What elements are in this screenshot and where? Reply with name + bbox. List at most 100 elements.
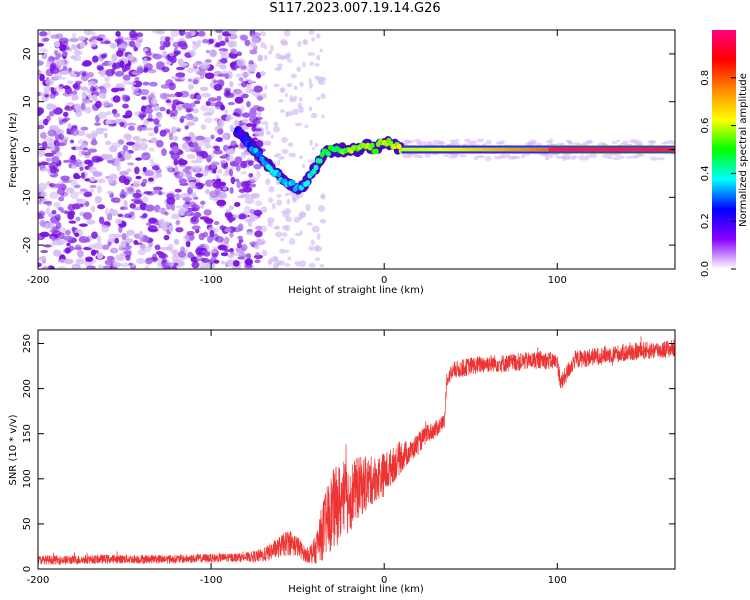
- noise-cell: [152, 53, 163, 60]
- noise-cell: [49, 191, 59, 200]
- noise-cell: [241, 118, 249, 124]
- noise-cell: [43, 265, 49, 269]
- noise-cell: [163, 128, 171, 134]
- ridge-segment: [522, 148, 527, 151]
- x-tick-label: -100: [200, 575, 223, 586]
- noise-cell: [111, 53, 118, 62]
- noise-cell: [72, 83, 79, 89]
- noise-cell: [283, 249, 290, 254]
- noise-cell: [283, 30, 291, 37]
- noise-cell: [49, 110, 54, 116]
- noise-cell: [94, 84, 99, 92]
- noise-cell: [169, 249, 179, 254]
- noise-cell: [260, 31, 267, 37]
- noise-cell: [611, 141, 618, 144]
- noise-cell: [270, 256, 279, 262]
- noise-cell: [135, 175, 142, 180]
- noise-cell: [227, 42, 238, 48]
- noise-cell: [281, 87, 285, 94]
- noise-cell: [112, 62, 117, 71]
- noise-cell: [122, 103, 129, 109]
- noise-cell: [135, 157, 143, 161]
- noise-cell: [175, 205, 185, 209]
- ridge-cell: [236, 130, 242, 136]
- noise-cell: [232, 252, 241, 257]
- spectrogram-y-ticks: 20 10 0 -10 -20: [22, 48, 675, 253]
- noise-cell: [94, 195, 103, 204]
- spectrogram-x-ticks: -200 -100 0 100: [27, 30, 567, 286]
- noise-cell: [484, 156, 492, 162]
- noise-cell: [84, 154, 91, 159]
- noise-cell: [147, 132, 155, 137]
- noise-cell: [265, 130, 271, 136]
- noise-cell: [118, 175, 127, 184]
- noise-cell: [272, 126, 280, 133]
- noise-cell: [171, 126, 177, 135]
- noise-cell: [76, 250, 84, 258]
- noise-cell: [201, 257, 210, 263]
- noise-cell: [633, 154, 640, 159]
- noise-cell: [105, 110, 112, 116]
- noise-cell: [201, 169, 209, 177]
- noise-cell: [81, 91, 87, 100]
- noise-cell: [170, 108, 178, 117]
- noise-cell: [125, 255, 131, 261]
- noise-cell: [41, 141, 48, 149]
- noise-cell: [174, 188, 182, 193]
- noise-cell: [165, 99, 172, 104]
- ridge-segment: [425, 148, 430, 151]
- noise-cell: [143, 191, 152, 195]
- noise-cell: [616, 139, 621, 143]
- noise-cell: [236, 242, 242, 249]
- noise-cell: [83, 211, 93, 220]
- noise-cell: [66, 242, 71, 247]
- noise-cell: [319, 218, 327, 224]
- noise-cell: [91, 31, 96, 37]
- noise-cell: [245, 160, 255, 164]
- noise-cell: [191, 261, 200, 269]
- x-tick-label: -100: [200, 275, 223, 286]
- noise-cell: [101, 153, 108, 159]
- noise-cell: [84, 151, 92, 155]
- ridge-segment: [543, 148, 548, 151]
- noise-cell: [219, 63, 227, 70]
- noise-cell: [159, 35, 168, 42]
- noise-cell: [173, 158, 179, 166]
- noise-cell: [261, 93, 267, 99]
- noise-cell: [184, 210, 194, 217]
- noise-cell: [166, 196, 176, 205]
- spectrogram-x-label: Height of straight line (km): [288, 285, 424, 296]
- ridge-cell: [290, 179, 296, 186]
- ridge-segment: [508, 148, 513, 151]
- noise-cell: [92, 55, 99, 63]
- y-tick-label: 200: [22, 379, 33, 398]
- noise-cell: [193, 100, 201, 105]
- noise-cell: [229, 187, 234, 194]
- noise-cell: [119, 170, 129, 176]
- noise-cell: [321, 114, 325, 119]
- noise-cell: [205, 49, 210, 54]
- noise-cell: [241, 181, 250, 189]
- noise-cell: [499, 155, 506, 159]
- noise-cell: [52, 183, 63, 188]
- noise-cell: [212, 149, 223, 155]
- noise-cell: [226, 155, 234, 163]
- noise-cell: [70, 191, 79, 200]
- noise-cell: [118, 243, 127, 249]
- noise-cell: [200, 105, 208, 112]
- noise-cell: [310, 112, 318, 119]
- noise-cell: [46, 115, 51, 122]
- noise-cell: [161, 223, 168, 230]
- colorbar-tick-label: 0.8: [700, 70, 711, 86]
- noise-cell: [103, 132, 108, 139]
- noise-cell: [74, 184, 81, 189]
- noise-cell: [175, 227, 184, 233]
- noise-cell: [215, 42, 221, 48]
- noise-cell: [244, 258, 253, 266]
- noise-cell: [94, 122, 101, 126]
- ridge-segment: [415, 148, 420, 151]
- noise-cell: [80, 143, 88, 149]
- noise-cell: [186, 146, 194, 150]
- noise-cell: [192, 63, 198, 67]
- noise-cell: [141, 96, 147, 101]
